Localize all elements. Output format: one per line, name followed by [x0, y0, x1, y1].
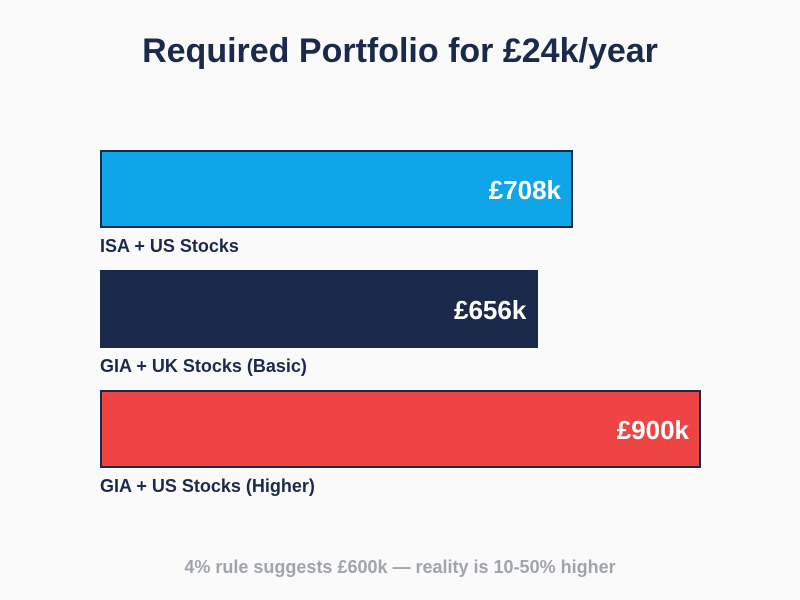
bar: £708k	[100, 150, 573, 228]
bar: £900k	[100, 390, 701, 468]
category-label: GIA + US Stocks (Higher)	[100, 476, 315, 496]
bar-value-label: £656k	[454, 295, 527, 325]
category-label: ISA + US Stocks	[100, 236, 239, 256]
chart-title: Required Portfolio for £24k/year	[142, 32, 658, 70]
bar-value-label: £708k	[488, 175, 561, 205]
category-label: GIA + UK Stocks (Basic)	[100, 356, 307, 376]
annotation: 4% rule suggests £600k — reality is 10-5…	[184, 557, 616, 577]
bar-value-label: £900k	[616, 415, 689, 445]
bar: £656k	[100, 270, 539, 348]
